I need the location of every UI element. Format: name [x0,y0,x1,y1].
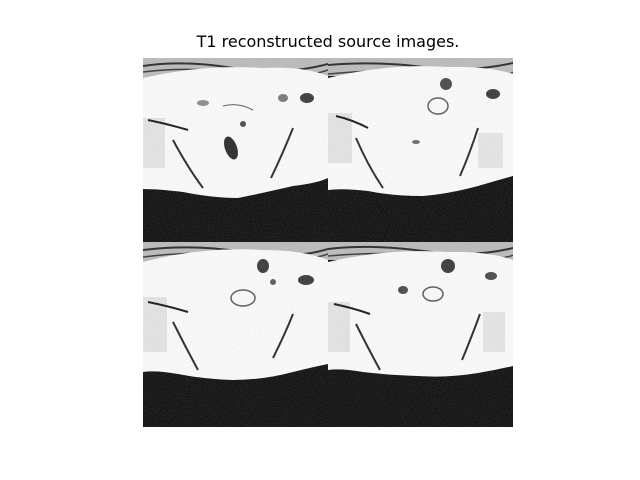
mri-slice-image [143,58,328,242]
mri-slice-bottom-right [328,242,513,427]
mri-slice-image [328,242,513,427]
mri-slice-image [143,242,328,427]
image-grid [143,58,513,427]
mri-slice-top-left [143,58,328,242]
mri-slice-image [328,58,513,242]
mri-slice-bottom-left [143,242,328,427]
mri-slice-top-right [328,58,513,242]
figure-title: T1 reconstructed source images. [196,32,460,51]
